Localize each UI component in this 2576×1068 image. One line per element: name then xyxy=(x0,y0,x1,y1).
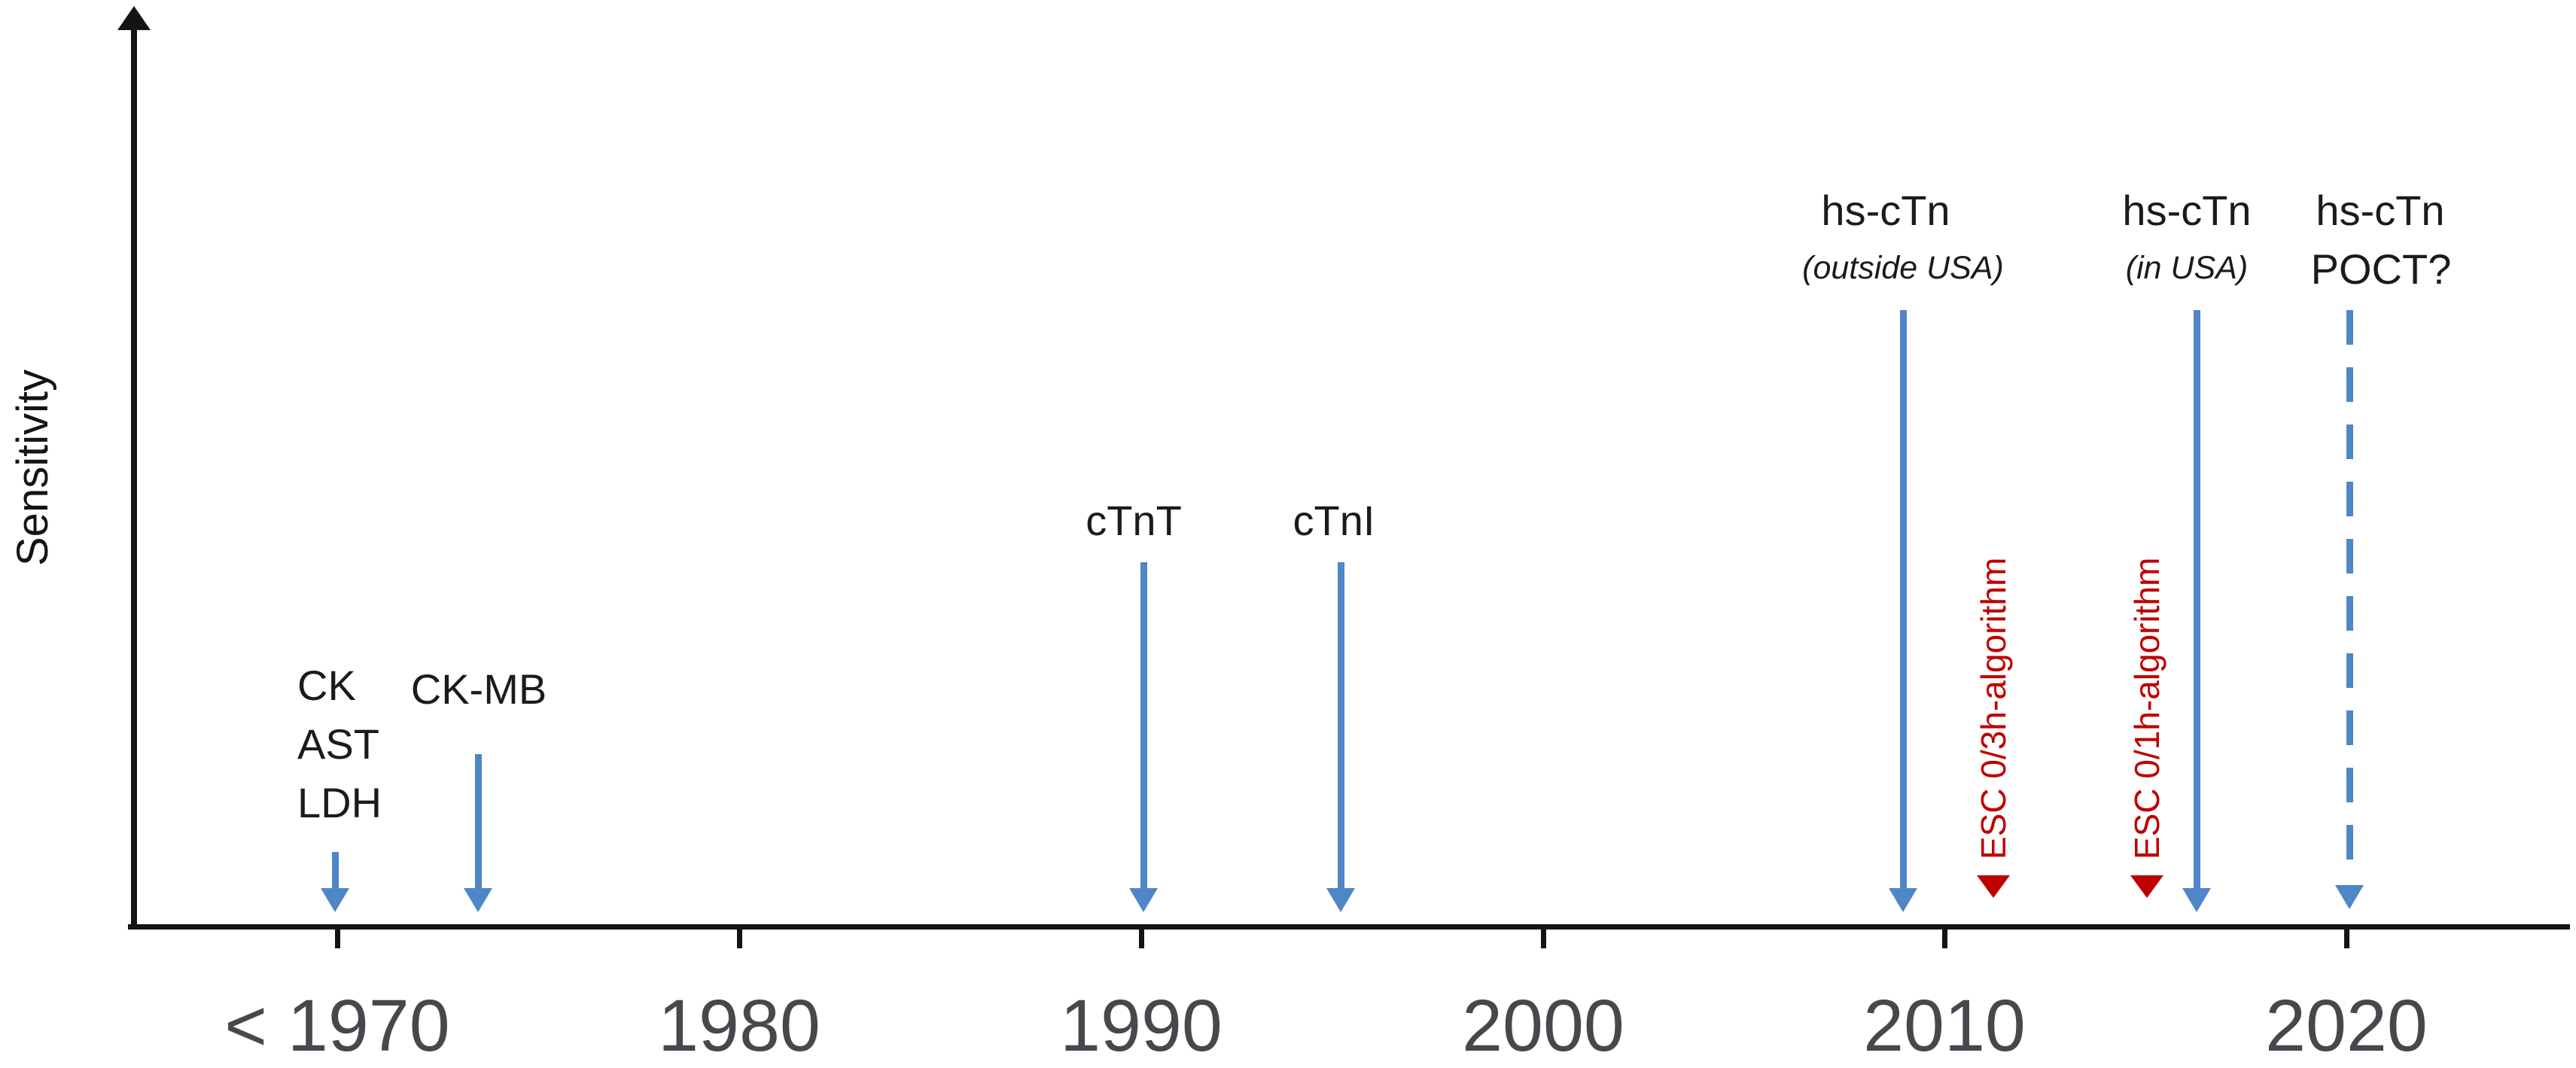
esc-0-1h-algorithm-label: ESC 0/1h-algorithm xyxy=(2127,557,2166,860)
ck-down-arrowhead-icon xyxy=(321,888,349,912)
marker-label-line: LDH xyxy=(297,779,382,826)
ck-mb-arrow-line xyxy=(475,754,482,888)
hs-ctn-in-usa-down-arrowhead-icon xyxy=(2182,888,2211,912)
ctnt-down-arrowhead-icon xyxy=(1129,888,1158,912)
marker-sublabel-outside-usa: (outside USA) xyxy=(1802,250,2004,286)
esc-0-3h-red-triangle-marker-icon xyxy=(1977,875,2010,898)
ctni-down-arrowhead-icon xyxy=(1326,888,1355,912)
marker-label-ck-ast-ldh: CK AST LDH xyxy=(297,656,382,832)
x-axis-tick-1990 xyxy=(1139,930,1144,948)
marker-label-ck-mb: CK-MB xyxy=(410,665,547,713)
hs-ctn-outside-usa-arrow-line xyxy=(1900,310,1907,888)
esc-0-3h-algorithm-label: ESC 0/3h-algorithm xyxy=(1974,557,2013,860)
marker-label-hs-ctn-in-usa: hs-cTn xyxy=(2122,187,2252,234)
hs-ctn-in-usa-arrow-line xyxy=(2194,310,2200,888)
marker-label-hs-ctn-outside-usa: hs-cTn xyxy=(1821,187,1950,234)
x-axis-label-2010: 2010 xyxy=(1863,984,2026,1066)
x-axis-label-1970: < 1970 xyxy=(224,984,450,1066)
hs-ctn-poct-dashed-arrow-line xyxy=(2346,310,2353,876)
x-axis-tick-2020 xyxy=(2344,930,2349,948)
marker-sublabel-in-usa: (in USA) xyxy=(2125,250,2249,286)
y-axis-up-arrowhead-icon xyxy=(117,6,151,30)
hs-ctn-poct-down-arrowhead-icon xyxy=(2335,885,2364,909)
hs-ctn-outside-usa-down-arrowhead-icon xyxy=(1889,888,1917,912)
marker-label-line: AST xyxy=(297,720,379,768)
x-axis-label-2020: 2020 xyxy=(2265,984,2428,1066)
y-axis-line xyxy=(131,27,137,930)
x-axis-label-2000: 2000 xyxy=(1462,984,1624,1066)
marker-label-hs-ctn-poct: hs-cTn xyxy=(2316,187,2445,234)
ck-mb-down-arrowhead-icon xyxy=(464,888,492,912)
x-axis-tick-2000 xyxy=(1541,930,1546,948)
marker-sublabel-poct: POCT? xyxy=(2310,245,2452,293)
ctnt-arrow-line xyxy=(1140,562,1147,888)
x-axis-label-1980: 1980 xyxy=(658,984,821,1066)
x-axis-tick-1980 xyxy=(737,930,742,948)
ctni-arrow-line xyxy=(1338,562,1344,888)
x-axis-tick-1970 xyxy=(335,930,340,948)
y-axis-label: Sensitivity xyxy=(8,369,57,566)
esc-0-1h-red-triangle-marker-icon xyxy=(2130,875,2163,898)
x-axis-tick-2010 xyxy=(1942,930,1947,948)
x-axis-line xyxy=(128,924,2570,930)
marker-label-line: CK xyxy=(297,662,356,709)
marker-label-ctni: cTnI xyxy=(1293,497,1375,544)
x-axis-label-1990: 1990 xyxy=(1060,984,1223,1066)
ck-arrow-line xyxy=(332,852,339,888)
marker-label-ctnt: cTnT xyxy=(1086,497,1182,544)
